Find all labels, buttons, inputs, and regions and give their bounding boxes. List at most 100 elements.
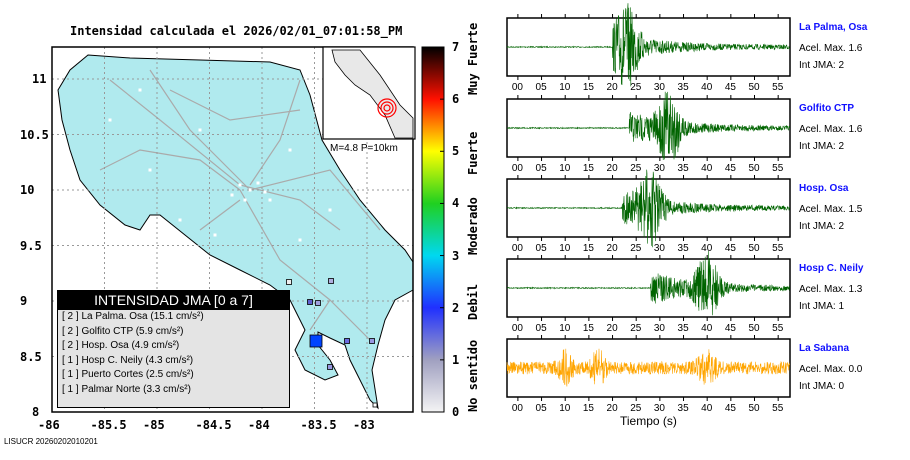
station-name: Hosp C. Neily [799, 263, 864, 274]
town-marker [230, 193, 234, 197]
station-jma: Int JMA: 2 [799, 221, 845, 232]
town-marker [213, 233, 217, 237]
station-acel: Acel. Max. 1.6 [799, 124, 863, 135]
time-tick-label: 55 [772, 243, 784, 254]
colorbar-category-label: Moderado [466, 197, 480, 255]
waveform-trace [506, 250, 790, 316]
time-tick-label: 20 [606, 403, 618, 414]
lon-tick-label: -83 [353, 418, 375, 432]
legend-title: INTENSIDAD JMA [0 a 7] [58, 291, 289, 310]
time-tick-label: 05 [535, 82, 547, 93]
town-marker [198, 128, 202, 132]
town-marker [238, 183, 242, 187]
time-tick-label: 10 [559, 82, 571, 93]
lat-tick-label: 10.5 [20, 127, 49, 142]
colorbar-tick-label: 3 [452, 248, 460, 263]
time-tick-label: 50 [748, 243, 760, 254]
road-line [249, 79, 301, 186]
lon-tick-label: -83.5 [300, 418, 337, 432]
intensity-legend: INTENSIDAD JMA [0 a 7] [ 2 ] La Palma. O… [57, 290, 290, 408]
lon-tick-label: -86 [38, 418, 60, 432]
time-tick-label: 00 [511, 82, 523, 93]
time-tick-label: 45 [724, 82, 736, 93]
station-acel: Acel. Max. 1.6 [799, 43, 863, 54]
station-jma: Int JMA: 1 [799, 301, 845, 312]
town-marker [248, 188, 252, 192]
station-acel: Acel. Max. 1.3 [799, 284, 863, 295]
intensity-colorbar [421, 46, 445, 413]
station-marker [344, 338, 350, 344]
town-marker [243, 198, 247, 202]
waveform-trace [506, 91, 791, 161]
time-tick-label: 15 [582, 163, 594, 174]
station-name: Golfito CTP [799, 103, 854, 114]
time-tick-label: 50 [748, 163, 760, 174]
time-tick-label: 40 [701, 243, 713, 254]
time-tick-label: 35 [677, 323, 689, 334]
time-tick-label: 00 [511, 403, 523, 414]
time-tick-label: 00 [511, 163, 523, 174]
town-marker [148, 168, 152, 172]
station-marker [307, 299, 313, 305]
inset-magnitude-label: M=4.8 P=10km [330, 143, 398, 154]
colorbar-tick-label: 4 [452, 196, 460, 211]
station-jma: Int JMA: 2 [799, 141, 845, 152]
town-marker [178, 218, 182, 222]
legend-item: [ 1 ] Hosp C. Neily (4.3 cm/s²) [62, 354, 194, 366]
lat-tick-label: 8.5 [20, 349, 42, 364]
station-marker [286, 279, 292, 285]
station-marker [328, 278, 334, 284]
time-tick-label: 30 [653, 323, 665, 334]
colorbar-tick-label: 0 [452, 405, 460, 419]
road-line [249, 169, 381, 231]
time-tick-label: 05 [535, 403, 547, 414]
credit-label: LISUCR 20260202010201 [4, 437, 98, 446]
time-tick-label: 10 [559, 323, 571, 334]
epicenter-marker [380, 101, 394, 115]
time-tick-label: 00 [511, 243, 523, 254]
time-tick-label: 40 [701, 403, 713, 414]
colorbar-tick-label: 6 [452, 92, 460, 107]
station-jma: Int JMA: 2 [799, 60, 845, 71]
time-tick-label: 10 [559, 243, 571, 254]
time-tick-label: 35 [677, 243, 689, 254]
town-marker [298, 238, 302, 242]
station-name: Hosp. Osa [799, 183, 849, 194]
time-tick-label: 45 [724, 323, 736, 334]
time-tick-label: 50 [748, 403, 760, 414]
time-tick-label: 25 [630, 82, 642, 93]
road-line [239, 189, 371, 341]
time-tick-label: 30 [653, 82, 665, 93]
town-marker [263, 190, 267, 194]
lat-tick-label: 9.5 [20, 238, 42, 253]
time-tick-label: 40 [701, 323, 713, 334]
town-marker [108, 118, 112, 122]
lon-tick-label: -85 [143, 418, 165, 432]
lon-tick-label: -84.5 [195, 418, 232, 432]
time-tick-label: 00 [511, 323, 523, 334]
station-name: La Palma, Osa [799, 22, 868, 33]
road-line [199, 199, 241, 231]
lon-tick-label: -85.5 [90, 418, 127, 432]
epicenter-marker [383, 104, 391, 112]
waveform-trace [506, 169, 791, 248]
time-tick-label: 25 [630, 323, 642, 334]
time-tick-label: 50 [748, 323, 760, 334]
legend-item: [ 2 ] La Palma. Osa (15.1 cm/s²) [62, 311, 204, 322]
time-tick-label: 20 [606, 323, 618, 334]
town-marker [256, 181, 260, 185]
station-acel: Acel. Max. 1.5 [799, 204, 863, 215]
time-tick-label: 45 [724, 403, 736, 414]
time-tick-label: 40 [701, 163, 713, 174]
time-tick-label: 35 [677, 82, 689, 93]
time-tick-label: 45 [724, 243, 736, 254]
road-line [309, 299, 331, 331]
town-marker [268, 198, 272, 202]
town-marker [288, 148, 292, 152]
waveform-trace [506, 3, 790, 87]
time-tick-label: 25 [630, 243, 642, 254]
colorbar-category-label: No sentido [466, 339, 480, 412]
time-tick-label: 15 [582, 243, 594, 254]
colorbar-tick-label: 5 [452, 144, 460, 159]
station-marker [309, 334, 323, 348]
